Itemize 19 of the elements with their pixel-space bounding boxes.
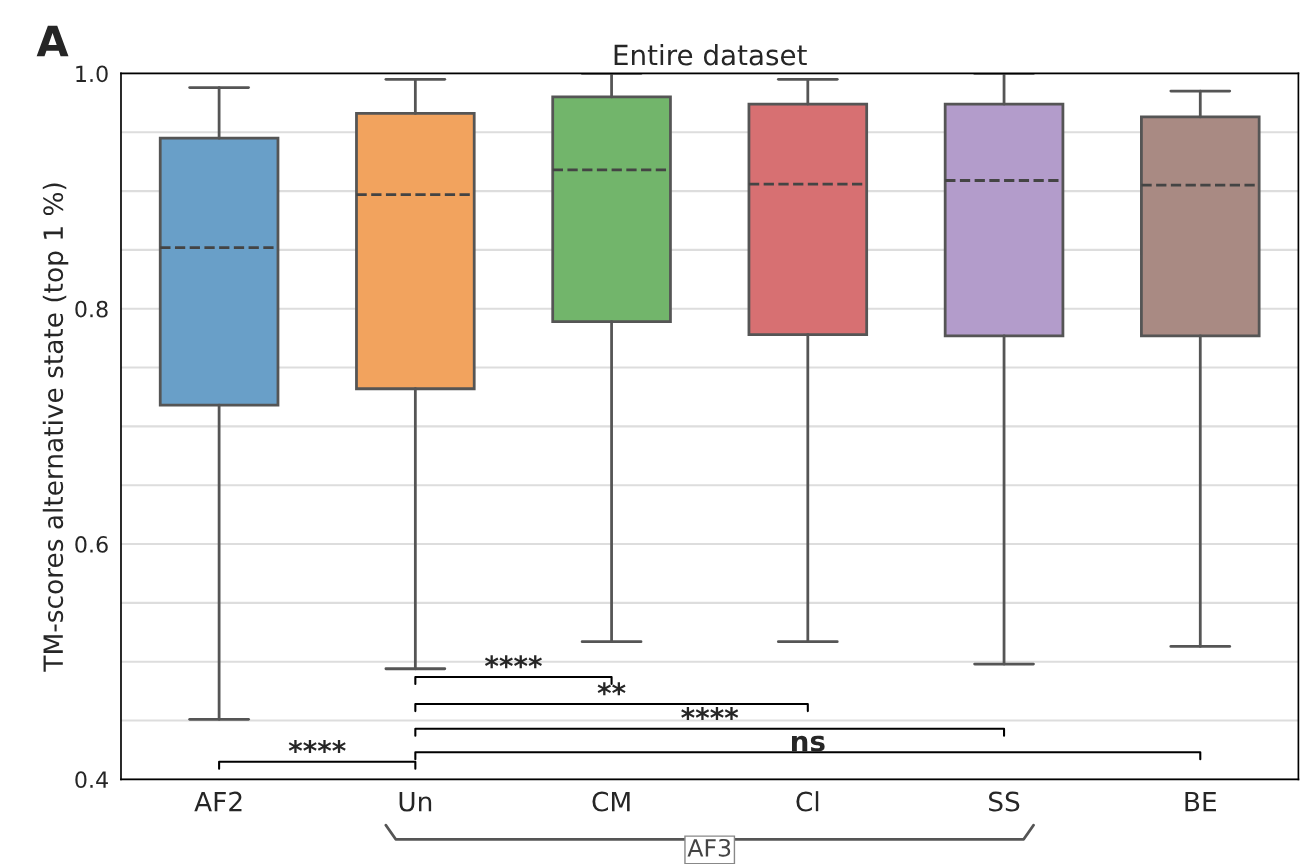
x-tick-label: Cl <box>796 791 819 812</box>
x-tick-label: AF2 <box>194 791 242 812</box>
text: A <box>36 25 69 57</box>
y-tick-label: 0.8 <box>75 300 108 318</box>
y-tick-label: 0.4 <box>75 771 108 789</box>
y-tick-label: 0.6 <box>75 535 108 553</box>
annotation: **** <box>484 655 542 669</box>
annotation: **** <box>681 707 739 720</box>
x-tick-label: CM <box>592 791 630 812</box>
x-tick-label: Un <box>399 791 432 812</box>
annotation: **** <box>288 739 346 753</box>
x-tick-label: SS <box>989 791 1020 812</box>
annotation: ns <box>791 735 825 752</box>
annotation: ** <box>597 682 626 696</box>
text: AF3 <box>687 838 731 857</box>
y-axis-title: TM-scores alternative state (top 1 %) <box>42 183 69 672</box>
chart-title: Entire dataset <box>614 44 807 66</box>
x-tick-label: BE <box>1185 791 1216 812</box>
y-tick-label: 1.0 <box>76 65 108 83</box>
